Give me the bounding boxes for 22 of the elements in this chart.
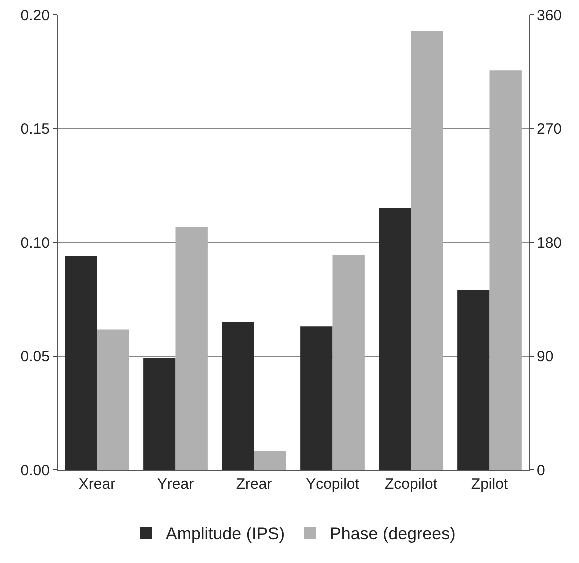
x-tick-label: Zpilot xyxy=(471,476,509,493)
bar xyxy=(254,451,286,470)
x-tick-label: Yrear xyxy=(157,476,194,493)
y-tick-label: 0.20 xyxy=(20,7,50,24)
bar xyxy=(222,322,254,470)
x-tick-label: Zrear xyxy=(236,476,272,493)
y2-tick-label: 270 xyxy=(537,121,562,138)
y-tick-label: 0.15 xyxy=(20,121,50,138)
y-tick-label: 0.00 xyxy=(20,462,50,480)
legend-label: Phase (degrees) xyxy=(330,524,456,544)
x-tick-label: Ycopilot xyxy=(306,476,360,493)
y2-tick-label: 360 xyxy=(537,7,562,24)
y-tick-label: 0.05 xyxy=(20,348,50,366)
x-tick-label: Zcopilot xyxy=(384,476,438,493)
y2-tick-label: 90 xyxy=(537,348,554,366)
y-tick-label: 0.10 xyxy=(20,234,50,252)
bar xyxy=(490,70,522,470)
y2-tick-label: 180 xyxy=(537,234,562,252)
y2-tick-label: 0 xyxy=(537,462,546,480)
bar xyxy=(176,227,208,470)
x-tick-label: Xrear xyxy=(78,476,116,493)
legend-label: Amplitude (IPS) xyxy=(166,524,286,544)
